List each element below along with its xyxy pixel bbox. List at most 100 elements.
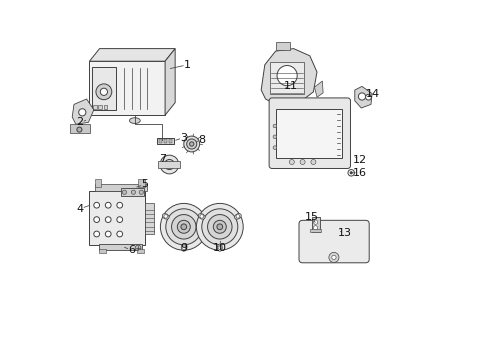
Text: 4: 4 (76, 204, 84, 214)
Circle shape (160, 155, 179, 174)
Circle shape (366, 94, 371, 100)
Ellipse shape (235, 213, 241, 219)
Circle shape (314, 226, 318, 230)
Text: 11: 11 (284, 81, 298, 91)
Circle shape (187, 139, 197, 149)
Circle shape (94, 202, 99, 208)
Circle shape (167, 162, 171, 167)
Circle shape (273, 146, 277, 149)
Circle shape (177, 220, 190, 233)
Bar (169, 139, 172, 143)
Circle shape (117, 202, 122, 208)
Polygon shape (165, 49, 175, 115)
Bar (104, 105, 107, 109)
Text: 2: 2 (76, 117, 84, 127)
Text: 13: 13 (338, 228, 352, 238)
Polygon shape (72, 99, 94, 124)
Bar (99, 244, 143, 250)
Text: 14: 14 (366, 89, 380, 99)
Circle shape (217, 224, 222, 230)
Bar (164, 139, 167, 143)
Text: 7: 7 (159, 154, 166, 164)
Circle shape (218, 246, 221, 249)
Circle shape (139, 190, 144, 194)
Circle shape (131, 190, 136, 194)
Bar (137, 249, 144, 253)
Bar (95, 179, 101, 187)
Circle shape (172, 215, 196, 239)
Ellipse shape (198, 213, 205, 219)
Circle shape (200, 215, 204, 218)
Bar (99, 249, 106, 253)
Circle shape (332, 255, 336, 260)
Ellipse shape (162, 213, 169, 219)
Circle shape (117, 217, 122, 222)
Bar (310, 229, 321, 232)
Bar (93, 105, 97, 109)
Polygon shape (315, 81, 323, 97)
Bar (71, 124, 90, 133)
Circle shape (164, 159, 174, 170)
Polygon shape (355, 86, 372, 108)
Circle shape (181, 224, 187, 230)
Circle shape (184, 136, 199, 152)
Bar (158, 161, 180, 168)
Circle shape (314, 220, 318, 224)
Circle shape (105, 202, 111, 208)
Text: 12: 12 (353, 155, 368, 165)
Bar (275, 42, 290, 50)
Circle shape (77, 127, 82, 132)
Circle shape (117, 231, 122, 237)
Circle shape (105, 231, 111, 237)
FancyBboxPatch shape (269, 98, 350, 168)
Circle shape (277, 66, 297, 86)
Bar (270, 62, 304, 94)
Text: 16: 16 (352, 168, 367, 178)
Text: 1: 1 (184, 60, 191, 70)
Bar (312, 217, 319, 232)
Polygon shape (261, 49, 317, 106)
Bar (145, 203, 153, 234)
Circle shape (190, 142, 194, 146)
Circle shape (311, 159, 316, 165)
Circle shape (213, 220, 226, 233)
Circle shape (300, 159, 305, 165)
Bar (98, 105, 102, 109)
Circle shape (164, 215, 168, 218)
Circle shape (273, 124, 277, 128)
Text: 9: 9 (180, 243, 187, 253)
Circle shape (166, 209, 202, 245)
Circle shape (350, 172, 352, 174)
Bar (92, 67, 116, 110)
Circle shape (94, 217, 99, 222)
Circle shape (100, 88, 107, 95)
Circle shape (94, 231, 99, 237)
Circle shape (96, 84, 112, 100)
FancyBboxPatch shape (299, 220, 369, 263)
Text: 8: 8 (198, 135, 205, 145)
Circle shape (208, 215, 232, 239)
Circle shape (202, 209, 238, 245)
Circle shape (348, 170, 354, 176)
Circle shape (79, 109, 86, 116)
Circle shape (160, 203, 207, 250)
Circle shape (135, 245, 141, 251)
Ellipse shape (198, 213, 205, 219)
Circle shape (200, 215, 203, 218)
Bar (121, 188, 144, 196)
Text: 10: 10 (213, 243, 227, 253)
Bar (276, 109, 342, 158)
Circle shape (329, 252, 339, 262)
Circle shape (182, 246, 186, 249)
Polygon shape (90, 49, 175, 61)
Ellipse shape (181, 244, 186, 251)
Bar (90, 191, 145, 245)
Bar (138, 179, 145, 187)
Text: 5: 5 (142, 179, 148, 189)
Bar (95, 184, 147, 191)
Text: 15: 15 (305, 212, 318, 222)
Circle shape (289, 159, 294, 165)
Text: 3: 3 (180, 132, 187, 143)
Bar (157, 138, 174, 144)
Circle shape (236, 215, 240, 218)
